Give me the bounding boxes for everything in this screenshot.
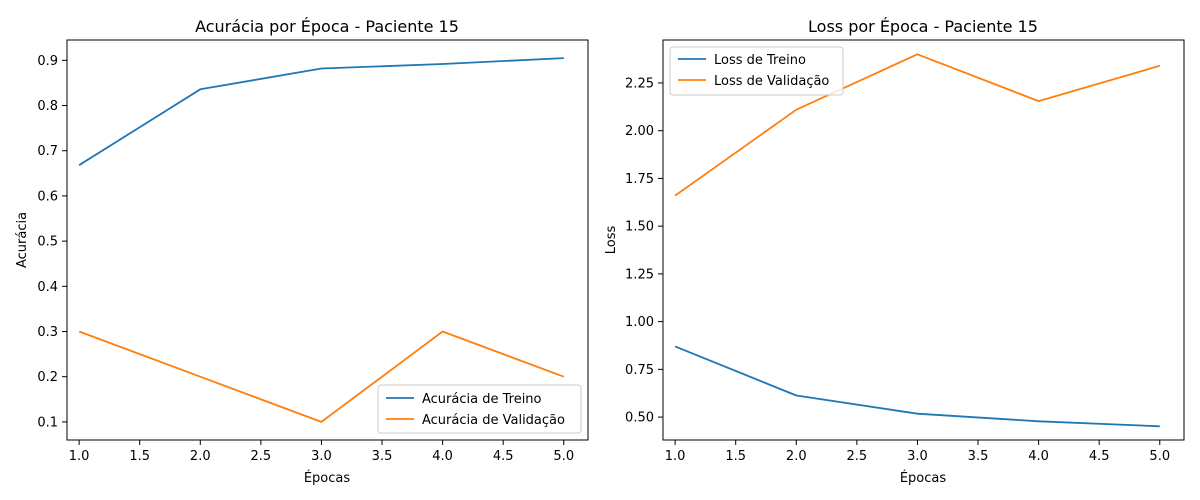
x-tick-label: 2.5	[847, 449, 868, 464]
x-axis-label: Épocas	[900, 470, 947, 486]
x-tick-label: 5.0	[1149, 449, 1170, 464]
y-tick-label: 1.00	[625, 315, 654, 330]
loss-chart: Loss por Época - Paciente 15 1.0 1.5 2.0 2.…	[604, 17, 1185, 486]
series-lines	[674, 53, 1161, 428]
legend-label-val: Acurácia de Validação	[422, 413, 565, 428]
y-tick-label: 0.75	[625, 363, 654, 378]
series-line-train	[78, 57, 564, 166]
y-tick-label: 0.9	[37, 54, 58, 69]
y-tick-label: 0.6	[37, 189, 58, 204]
chart-title: Loss por Época - Paciente 15	[808, 17, 1038, 36]
x-tick-label: 1.5	[129, 449, 150, 464]
x-tick-label: 1.5	[725, 449, 746, 464]
x-tick-label: 4.5	[493, 449, 514, 464]
y-tick-label: 2.00	[625, 124, 654, 139]
x-tick-label: 1.0	[69, 449, 90, 464]
x-tick-label: 3.0	[311, 449, 332, 464]
chart-title: Acurácia por Época - Paciente 15	[195, 17, 459, 36]
x-tick-label: 2.5	[251, 449, 272, 464]
y-tick-label: 0.50	[625, 411, 654, 426]
x-tick-label: 5.0	[553, 449, 574, 464]
x-axis-label: Épocas	[304, 470, 351, 486]
y-tick-label: 0.3	[37, 325, 58, 340]
legend-frame	[377, 384, 582, 434]
y-tick-label: 0.5	[37, 235, 58, 250]
legend-label-train: Loss de Treino	[714, 53, 806, 68]
x-axis-ticks: 1.0 1.5 2.0 2.5 3.0 3.5 4.0 4.5 5.0	[665, 440, 1170, 464]
series-line-train	[674, 345, 1160, 428]
y-tick-label: 1.25	[625, 267, 654, 282]
x-tick-label: 3.5	[968, 449, 989, 464]
legend: Acurácia de Treino Acurácia de Validação	[377, 384, 582, 434]
legend-label-train: Acurácia de Treino	[422, 392, 542, 407]
y-tick-label: 2.25	[625, 76, 654, 91]
y-tick-label: 0.1	[37, 415, 58, 430]
legend-frame	[669, 46, 844, 96]
series-line-val	[674, 53, 1161, 197]
x-tick-label: 1.0	[665, 449, 686, 464]
y-axis-ticks: 0.1 0.2 0.3 0.4 0.5 0.6 0.7 0.8 0.9	[37, 54, 67, 430]
series-line-val	[78, 330, 565, 423]
x-tick-label: 2.0	[190, 449, 211, 464]
plot-area	[662, 39, 1185, 441]
legend: Loss de Treino Loss de Validação	[669, 46, 844, 96]
x-tick-label: 4.0	[1028, 449, 1049, 464]
y-tick-label: 0.8	[37, 99, 58, 114]
y-tick-label: 0.7	[37, 144, 58, 159]
y-axis-ticks: 0.50 0.75 1.00 1.25 1.50 1.75 2.00 2.25	[625, 76, 663, 426]
x-tick-label: 3.5	[372, 449, 393, 464]
y-axis-label: Acurácia	[15, 212, 30, 268]
series-lines	[78, 57, 565, 423]
x-tick-label: 3.0	[907, 449, 928, 464]
y-axis-label: Loss	[604, 226, 619, 255]
x-axis-ticks: 1.0 1.5 2.0 2.5 3.0 3.5 4.0 4.5 5.0	[69, 440, 574, 464]
y-tick-label: 0.4	[37, 280, 58, 295]
plot-area	[66, 39, 589, 441]
x-tick-label: 4.5	[1089, 449, 1110, 464]
x-tick-label: 4.0	[432, 449, 453, 464]
accuracy-chart: Acurácia por Época - Paciente 15 1.0 1.5 2…	[15, 17, 589, 486]
x-tick-label: 2.0	[786, 449, 807, 464]
legend-label-val: Loss de Validação	[714, 74, 829, 89]
y-tick-label: 0.2	[37, 370, 58, 385]
y-tick-label: 1.50	[625, 220, 654, 235]
y-tick-label: 1.75	[625, 172, 654, 187]
